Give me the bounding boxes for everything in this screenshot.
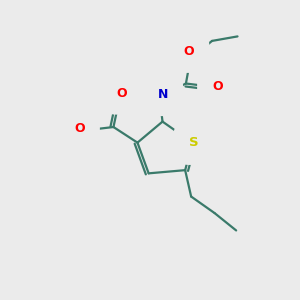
Text: H: H xyxy=(145,90,154,100)
Text: O: O xyxy=(212,80,223,93)
Text: N: N xyxy=(158,88,168,101)
Text: S: S xyxy=(189,136,199,149)
Text: O: O xyxy=(74,122,85,135)
Text: O: O xyxy=(184,45,194,58)
Text: O: O xyxy=(116,87,127,100)
